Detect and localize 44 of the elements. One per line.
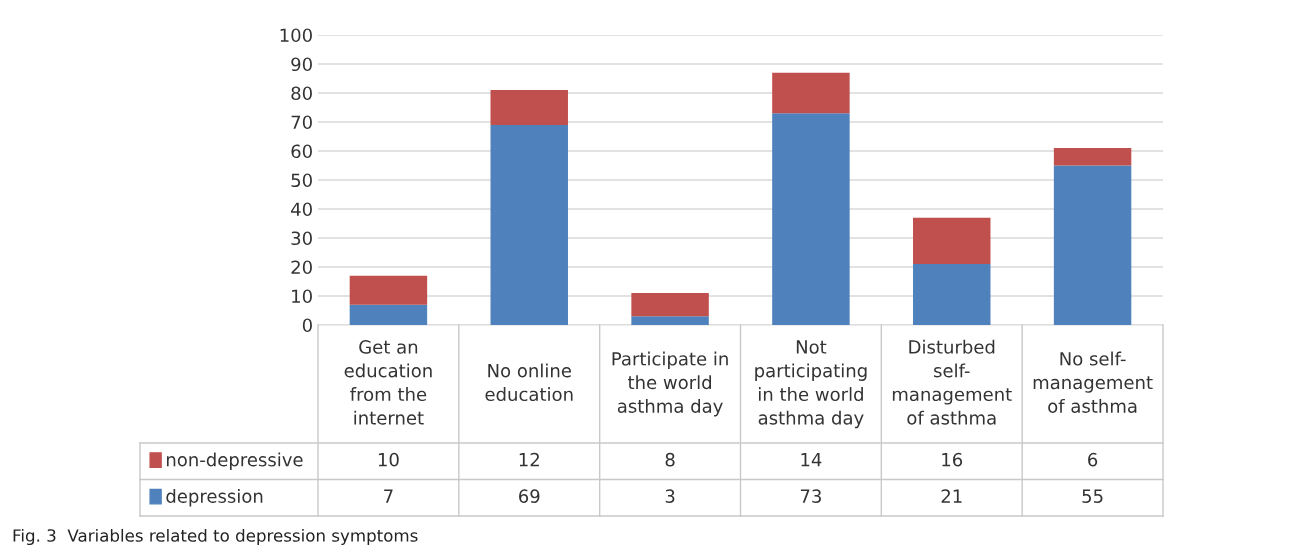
data-label: 7 bbox=[384, 489, 393, 503]
data-label: 73 bbox=[800, 489, 821, 503]
x-tick-label: No self- management of asthma bbox=[1033, 351, 1153, 413]
bar bbox=[1053, 165, 1132, 325]
y-tick-label: 100 bbox=[280, 28, 312, 43]
data-label: 6 bbox=[1088, 452, 1098, 467]
bar bbox=[772, 72, 850, 114]
x-tick-label: Get an education from the internet bbox=[344, 340, 432, 425]
legend-label: depression bbox=[166, 489, 263, 507]
y-tick-label: 20 bbox=[291, 260, 312, 275]
data-label: 3 bbox=[665, 489, 675, 503]
bar bbox=[913, 264, 991, 325]
legend-label: non-depressive bbox=[166, 452, 303, 470]
bar bbox=[349, 275, 428, 305]
y-tick-label: 10 bbox=[292, 289, 312, 304]
data-label: 55 bbox=[1082, 489, 1103, 503]
x-tick-label: Participate in the world asthma day bbox=[612, 351, 728, 417]
data-label: 69 bbox=[519, 489, 540, 503]
x-tick-label: Not participating in the world asthma day bbox=[755, 340, 867, 429]
y-tick-label: 0 bbox=[302, 318, 312, 333]
data-label: 10 bbox=[378, 452, 399, 467]
bar bbox=[490, 124, 568, 325]
bar bbox=[631, 293, 709, 317]
data-label: 21 bbox=[941, 489, 962, 503]
bar bbox=[349, 304, 428, 325]
y-tick-label: 30 bbox=[291, 231, 312, 246]
bar bbox=[490, 90, 568, 125]
data-label: 14 bbox=[801, 453, 822, 467]
x-tick-label: No online education bbox=[485, 363, 573, 402]
data-label: 12 bbox=[519, 452, 539, 467]
data-label: 8 bbox=[665, 452, 675, 467]
y-tick-label: 70 bbox=[291, 115, 312, 130]
y-tick-label: 80 bbox=[291, 86, 312, 101]
bar bbox=[772, 113, 850, 325]
bar bbox=[1053, 148, 1132, 166]
y-tick-label: 50 bbox=[291, 173, 312, 188]
y-tick-label: 90 bbox=[291, 57, 312, 72]
bar bbox=[913, 217, 991, 265]
data-label: 16 bbox=[942, 452, 963, 467]
y-tick-label: 40 bbox=[291, 202, 312, 217]
x-tick-label: Disturbed self- management of asthma bbox=[892, 339, 1012, 425]
bar bbox=[631, 316, 709, 325]
y-tick-label: 60 bbox=[291, 144, 312, 159]
caption: Fig. 3 Variables related to depression symptoms bbox=[13, 528, 418, 546]
